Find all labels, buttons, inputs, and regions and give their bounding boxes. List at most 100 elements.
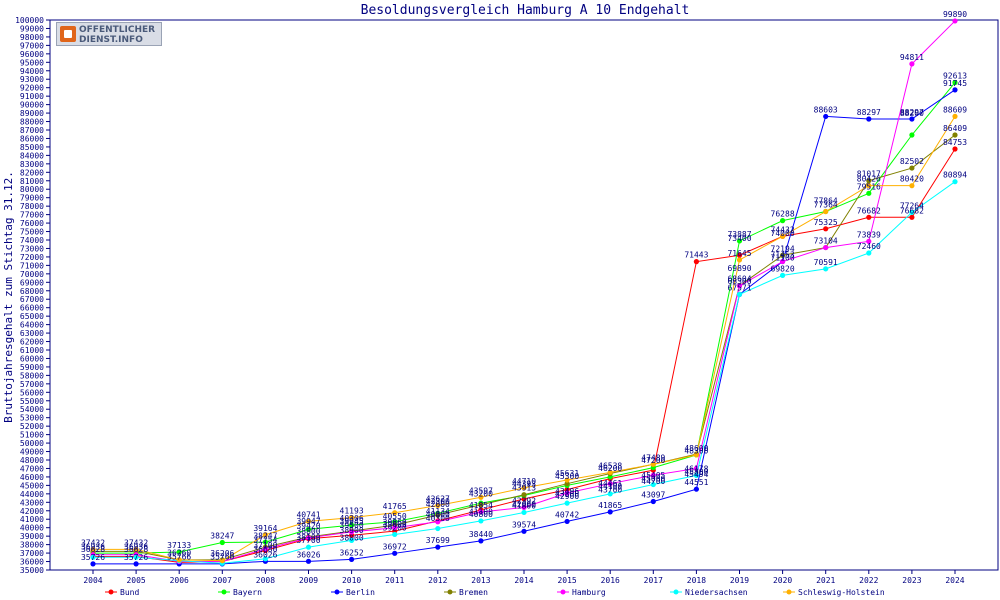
data-label: 38440 — [469, 530, 493, 539]
x-axis-ticks: 2004 2005 2006 2007 2008 2009 2010 2011 2012 2013… — [83, 570, 965, 585]
data-point-hamburg — [435, 519, 441, 525]
data-label: 86409 — [943, 124, 967, 133]
data-label: 44393 — [512, 480, 536, 489]
data-point-niedersachsen — [909, 209, 915, 215]
data-label: 40550 — [383, 512, 407, 521]
data-label: 72460 — [857, 242, 881, 251]
data-label: 35760 — [210, 553, 234, 562]
data-label: 38100 — [296, 533, 320, 542]
x-tick-label: 2019 — [730, 576, 749, 585]
data-label: 37699 — [426, 536, 450, 545]
y-tick-label: 59000 — [20, 363, 44, 372]
legend-label: Schleswig-Holstein — [798, 588, 885, 597]
data-point-bayern — [262, 539, 268, 545]
data-point-niedersachsen — [262, 556, 268, 562]
data-label: 41193 — [340, 507, 364, 516]
data-label: 41854 — [469, 501, 493, 510]
data-label: 45800 — [684, 468, 708, 477]
data-label: 45494 — [684, 470, 708, 479]
data-label: 38800 — [296, 527, 320, 536]
data-label: 40800 — [469, 510, 493, 519]
data-point-bremen — [866, 178, 872, 184]
legend-label: Bremen — [459, 588, 488, 597]
data-point-hamburg — [607, 481, 613, 487]
logo-text: OFFENTLICHER DIENST.INFO — [79, 25, 155, 45]
series-hamburg — [90, 18, 958, 565]
data-point-niedersachsen — [650, 481, 656, 488]
data-label: 46538 — [598, 461, 622, 470]
data-label: 41100 — [469, 507, 493, 516]
data-point-hamburg — [564, 490, 570, 496]
data-point-hamburg — [780, 258, 786, 265]
data-point-berlin — [349, 556, 355, 563]
data-label: 76288 — [771, 210, 795, 219]
y-axis-ticks: 3500036000370003800039000400004100042000… — [15, 16, 50, 575]
data-label: 38247 — [210, 532, 234, 541]
y-tick-label: 48000 — [20, 456, 44, 465]
y-tick-label: 47000 — [20, 464, 44, 473]
data-point-schleswig-holstein — [521, 485, 527, 491]
series-schleswig-holstein — [90, 113, 958, 564]
legend-item-bayern: Bayern — [218, 588, 262, 597]
y-tick-label: 73000 — [20, 244, 44, 253]
data-label: 45000 — [641, 474, 665, 483]
y-tick-label: 42000 — [20, 507, 44, 516]
x-tick-label: 2005 — [126, 576, 145, 585]
data-point-berlin — [478, 538, 484, 544]
data-label: 42000 — [512, 500, 536, 509]
data-label: 77364 — [814, 201, 838, 210]
y-tick-label: 71000 — [20, 261, 44, 270]
legend-label: Berlin — [346, 588, 375, 597]
y-tick-label: 95000 — [20, 58, 44, 67]
y-tick-label: 93000 — [20, 75, 44, 84]
y-tick-label: 77000 — [20, 211, 44, 220]
x-tick-label: 2020 — [773, 576, 792, 585]
data-label: 92613 — [943, 72, 967, 81]
data-label: 44461 — [598, 479, 622, 488]
y-tick-label: 82000 — [20, 168, 44, 177]
y-tick-label: 80000 — [20, 185, 44, 194]
data-point-schleswig-holstein — [435, 502, 441, 509]
data-point-berlin — [90, 561, 96, 567]
data-label: 73400 — [727, 234, 751, 243]
y-tick-label: 100000 — [15, 16, 44, 25]
y-tick-label: 98000 — [20, 33, 44, 42]
data-label: 35726 — [81, 553, 105, 562]
data-point-berlin — [564, 518, 570, 525]
data-label: 70591 — [814, 258, 838, 267]
data-label: 73104 — [814, 237, 838, 246]
data-label: 40800 — [426, 510, 450, 519]
data-label: 71443 — [684, 251, 708, 260]
data-point-bund — [693, 259, 700, 265]
data-point-hamburg — [392, 525, 398, 531]
y-tick-label: 46000 — [20, 473, 44, 482]
data-label: 77264 — [900, 201, 924, 210]
data-label: 36680 — [253, 545, 277, 554]
data-label: 36972 — [383, 542, 407, 551]
data-label: 44710 — [512, 477, 536, 486]
y-tick-label: 41000 — [20, 515, 44, 524]
data-label: 88603 — [814, 105, 838, 114]
data-labels: 3743236936366283572637432369363662835726… — [81, 10, 967, 562]
data-label: 88297 — [900, 108, 924, 117]
data-label: 77864 — [814, 196, 838, 205]
data-point-niedersachsen — [435, 525, 441, 532]
data-point-niedersachsen — [607, 491, 613, 497]
y-tick-label: 61000 — [20, 346, 44, 355]
data-point-niedersachsen — [736, 291, 743, 297]
data-label: 74432 — [771, 225, 795, 234]
data-label: 42000 — [426, 500, 450, 509]
data-point-berlin — [305, 558, 312, 564]
x-tick-label: 2008 — [256, 576, 275, 585]
data-point-berlin — [693, 486, 700, 492]
data-label: 47200 — [641, 456, 665, 465]
data-point-hamburg — [866, 238, 872, 244]
y-tick-label: 69000 — [20, 278, 44, 287]
data-point-schleswig-holstein — [650, 461, 656, 467]
y-tick-label: 65000 — [20, 312, 44, 321]
data-label: 99890 — [943, 10, 967, 19]
legend-item-schleswig-holstein: Schleswig-Holstein — [783, 588, 885, 597]
y-tick-label: 66000 — [20, 304, 44, 313]
y-tick-label: 81000 — [20, 177, 44, 186]
data-point-berlin — [866, 116, 872, 122]
